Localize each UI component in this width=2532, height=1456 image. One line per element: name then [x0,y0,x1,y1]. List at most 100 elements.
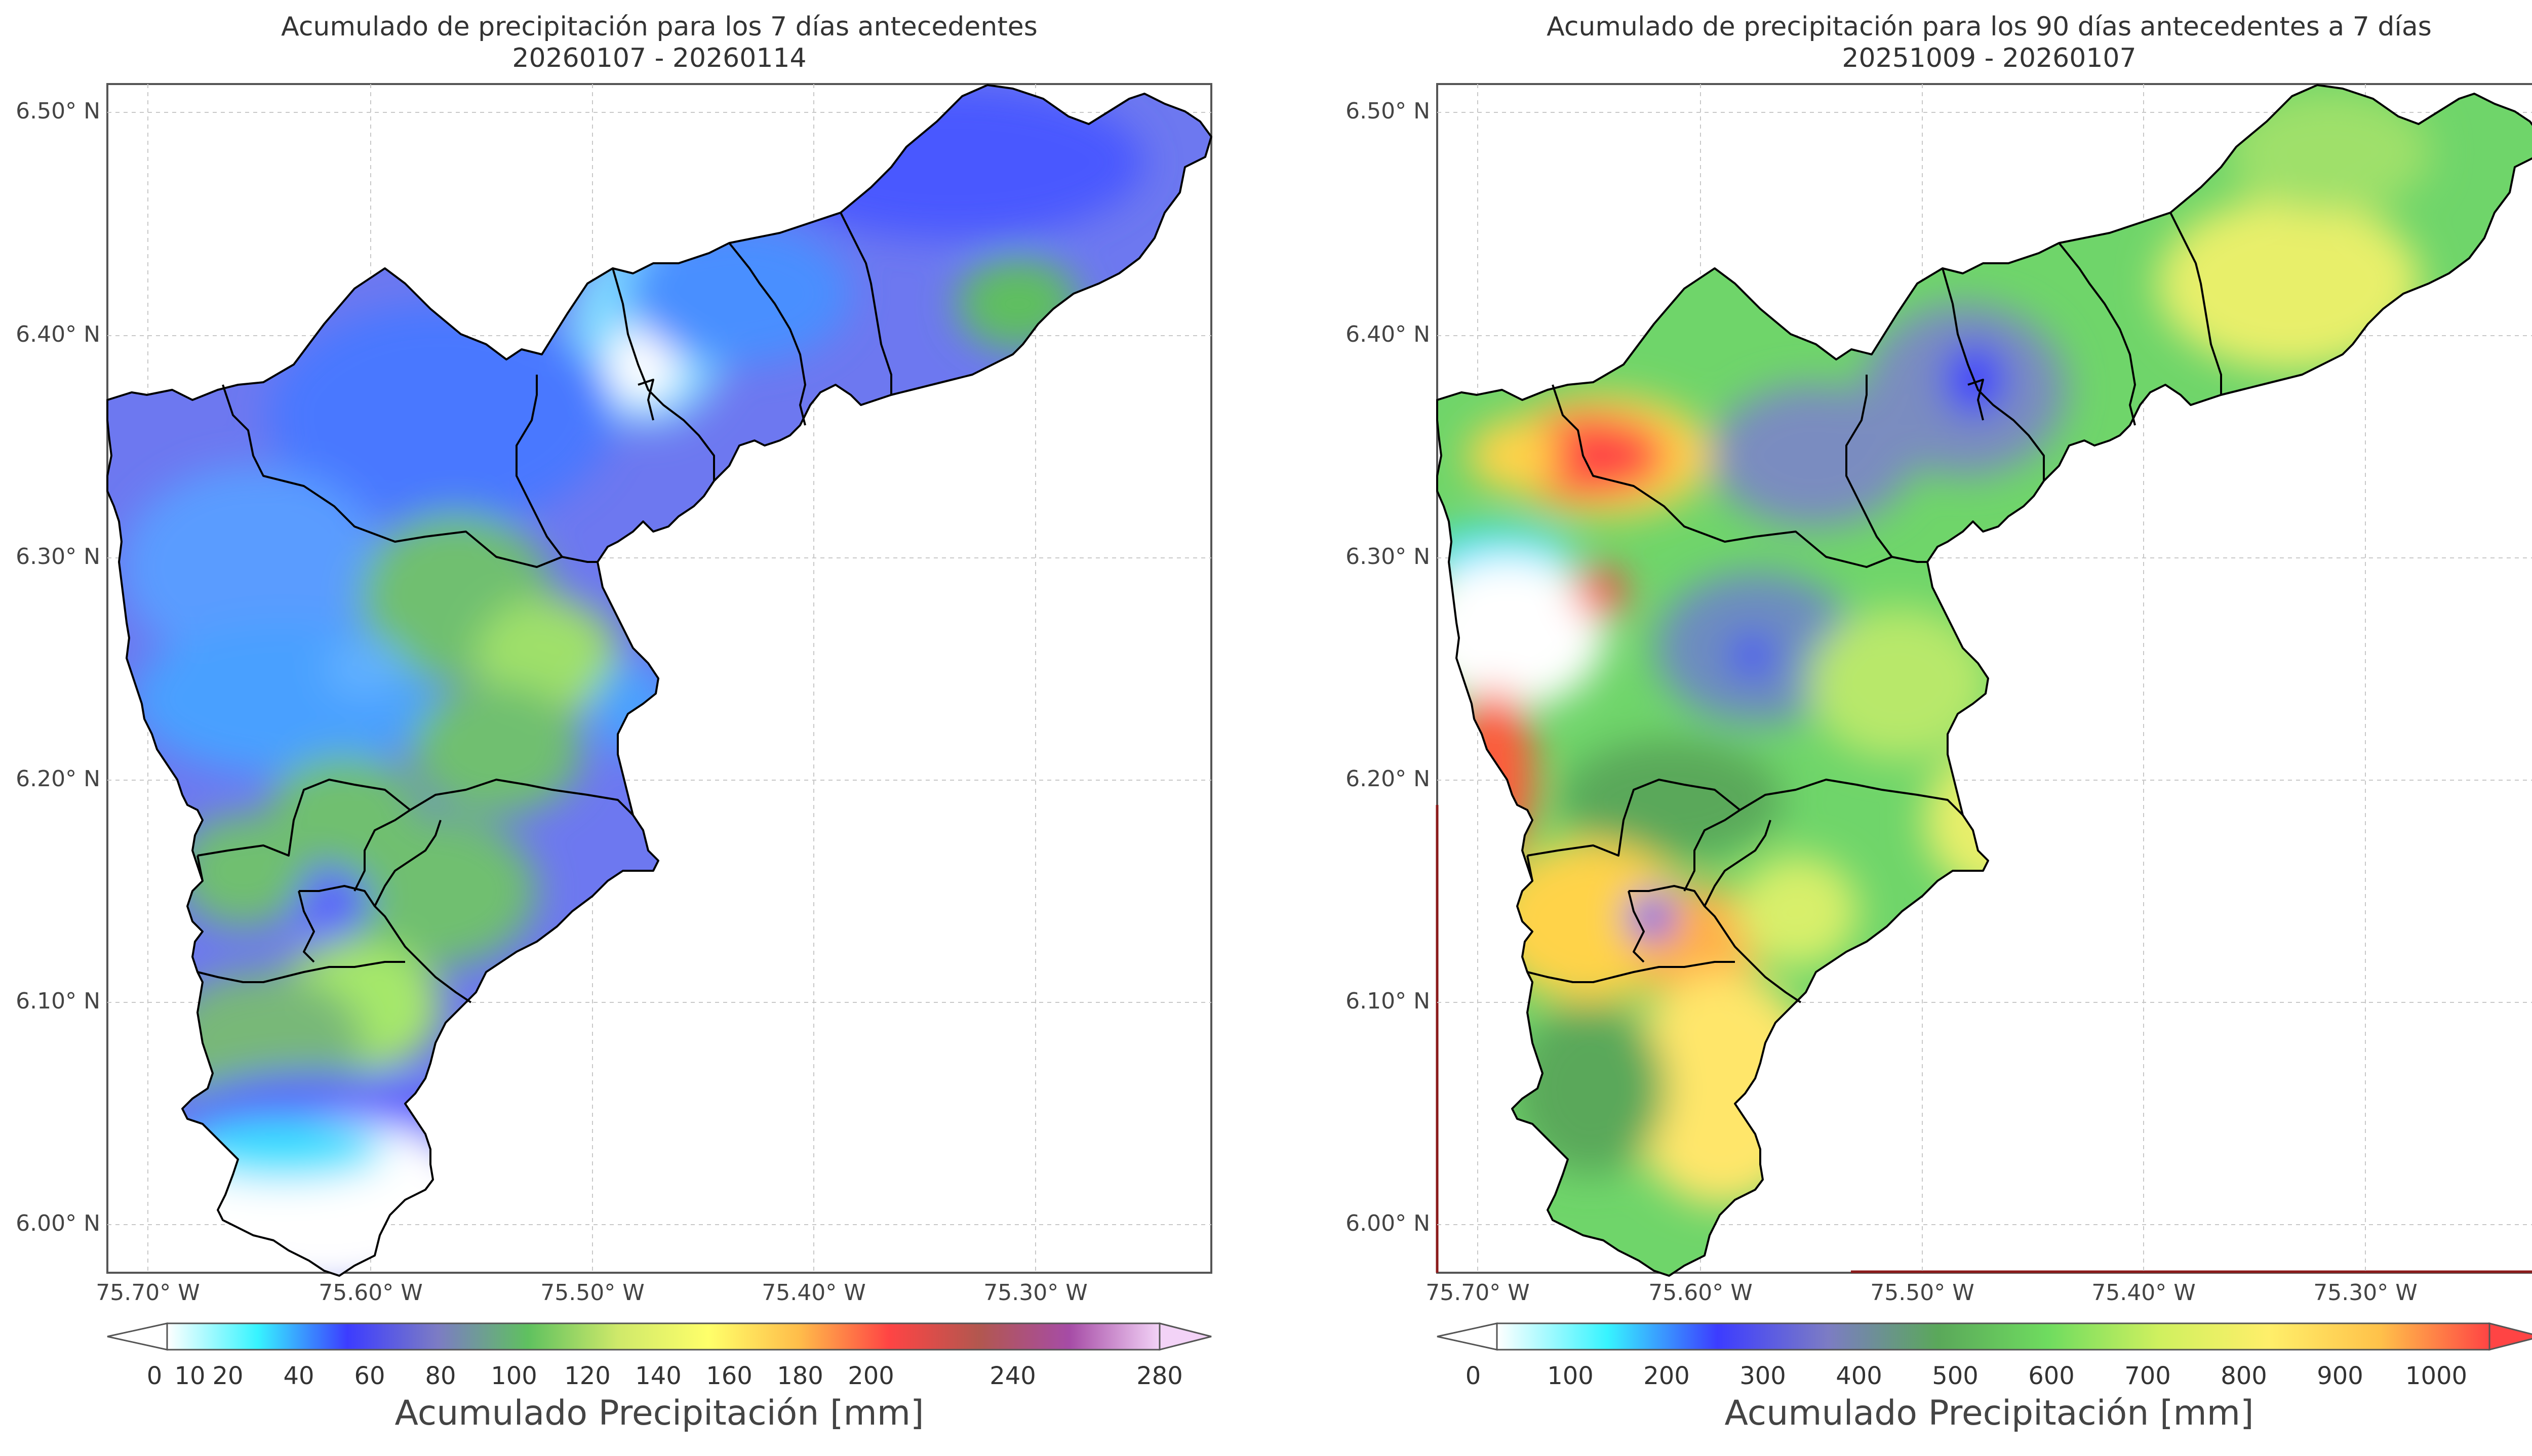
right-colorbar-extend-high [2488,1322,2532,1351]
left-colorbar-tick: 40 [283,1362,314,1390]
municipal-boundary [638,379,654,421]
left-colorbar-tick: 100 [491,1362,537,1390]
left-municipality-boundaries [106,84,1212,1277]
precip-blob [760,86,1144,238]
right-colorbar [1496,1322,2490,1351]
municipal-boundary [374,820,442,907]
right-lon-tick-label: 75.50° W [1870,1280,1974,1306]
right-map-title-line1: Acumulado de precipitación para los 90 d… [1547,12,2432,42]
left-colorbar-tick: 280 [1136,1362,1183,1390]
municipal-boundary [1739,779,1964,816]
precip-blob [324,638,405,699]
left-map-title: Acumulado de precipitación para los 7 dí… [107,11,1211,74]
precip-blob [1560,739,1783,861]
left-map-title-line1: Acumulado de precipitación para los 7 dí… [281,12,1038,42]
precip-blob [268,304,613,527]
municipal-boundary [728,242,806,426]
precip-blob [1453,689,1534,861]
right-map-title-line2: 20251009 - 20260107 [1842,43,2137,73]
left-lon-tick-label: 75.70° W [96,1280,200,1306]
left-colorbar-tick: 140 [635,1362,682,1390]
right-municipality-boundaries [1436,84,2532,1277]
left-colorbar-tick: 0 [146,1362,163,1390]
right-lat-tick-label: 6.00° N [1346,1210,1430,1236]
precip-blob [299,871,370,932]
municipal-boundary [299,885,472,1003]
right-colorbar-tick: 100 [1547,1362,1594,1390]
precip-blob [1712,385,1914,527]
right-lat-tick-label: 6.50° N [1346,98,1430,124]
precip-blob [1514,1002,1666,1175]
right-internal-boundaries [1526,212,2222,1003]
left-lon-tick-label: 75.30° W [983,1280,1088,1306]
municipal-boundary [612,268,715,481]
left-lat-tick-label: 6.40° N [16,321,100,347]
precip-blob [122,466,385,668]
precip-blob [628,223,851,365]
precip-blob [2228,91,2431,213]
left-colorbar-tick: 120 [564,1362,611,1390]
precip-blob [182,1119,385,1180]
municipal-boundary [1683,809,1741,892]
right-lon-tick-label: 75.40° W [2091,1280,2196,1306]
left-colorbar-tick: 180 [777,1362,823,1390]
precip-blob [592,663,674,754]
left-colorbar-extend-high [1159,1322,1212,1351]
right-lat-tick-label: 6.30° N [1346,544,1430,570]
left-precip-field [107,85,1211,1276]
right-colorbar-tick: 900 [2317,1362,2363,1390]
municipal-boundary [1527,779,1741,857]
municipal-boundary [197,779,411,857]
left-colorbar-tick: 20 [212,1362,244,1390]
municipal-boundary [409,779,634,816]
municipal-boundary [1629,885,1802,1003]
municipal-boundary [1552,384,1927,568]
left-lat-tick-label: 6.00° N [16,1210,100,1236]
right-colorbar-tick: 700 [2124,1362,2171,1390]
right-colorbar-extend-low [1437,1322,1498,1351]
municipal-boundary [2058,242,2136,426]
municipal-boundary [1845,375,1893,558]
left-map-frame [106,83,1212,1274]
right-lon-tick-label: 75.30° W [2313,1280,2418,1306]
precip-blob [334,815,537,967]
right-precip-field [1437,85,2532,1276]
municipal-boundary [1527,961,1735,983]
right-colorbar-tick: 1000 [2405,1362,2468,1390]
municipal-boundary [222,384,598,568]
left-colorbar-tick: 240 [990,1362,1036,1390]
right-map-title: Acumulado de precipitación para los 90 d… [1437,11,2532,74]
left-colorbar-label: Acumulado Precipitación [mm] [394,1393,924,1433]
left-precip-blobs [122,86,1144,1276]
left-lat-tick-label: 6.20° N [16,766,100,792]
right-lat-tick-label: 6.40° N [1346,321,1430,347]
precip-blob [1575,567,1626,618]
municipal-boundary [1967,379,1984,421]
left-colorbar-tick: 160 [706,1362,753,1390]
left-internal-boundaries [196,212,892,1003]
municipal-boundary [2169,212,2222,395]
left-colorbar-extend-low [107,1322,168,1351]
left-colorbar [166,1322,1161,1351]
precip-blob [1808,608,1990,759]
left-lat-tick-label: 6.50° N [16,98,100,124]
municipal-boundary [353,809,411,892]
municipal-boundary [1526,855,1533,881]
precip-blob [1628,894,1674,939]
left-lon-tick-label: 75.60° W [319,1280,423,1306]
right-colorbar-tick: 300 [1739,1362,1786,1390]
right-colorbar-tick: 0 [1465,1362,1481,1390]
precip-blob [410,683,582,815]
left-colorbar-tick: 80 [425,1362,456,1390]
precip-blob [608,324,679,405]
right-lat-tick-label: 6.10° N [1346,988,1430,1014]
municipal-boundary [1942,268,2045,481]
left-colorbar-tick: 10 [174,1362,206,1390]
right-colorbar-tick: 800 [2221,1362,2267,1390]
precip-blob [177,815,309,926]
right-colorbar-label: Acumulado Precipitación [mm] [1724,1393,2254,1433]
right-colorbar-tick: 400 [1836,1362,1882,1390]
municipal-boundary [298,891,315,963]
